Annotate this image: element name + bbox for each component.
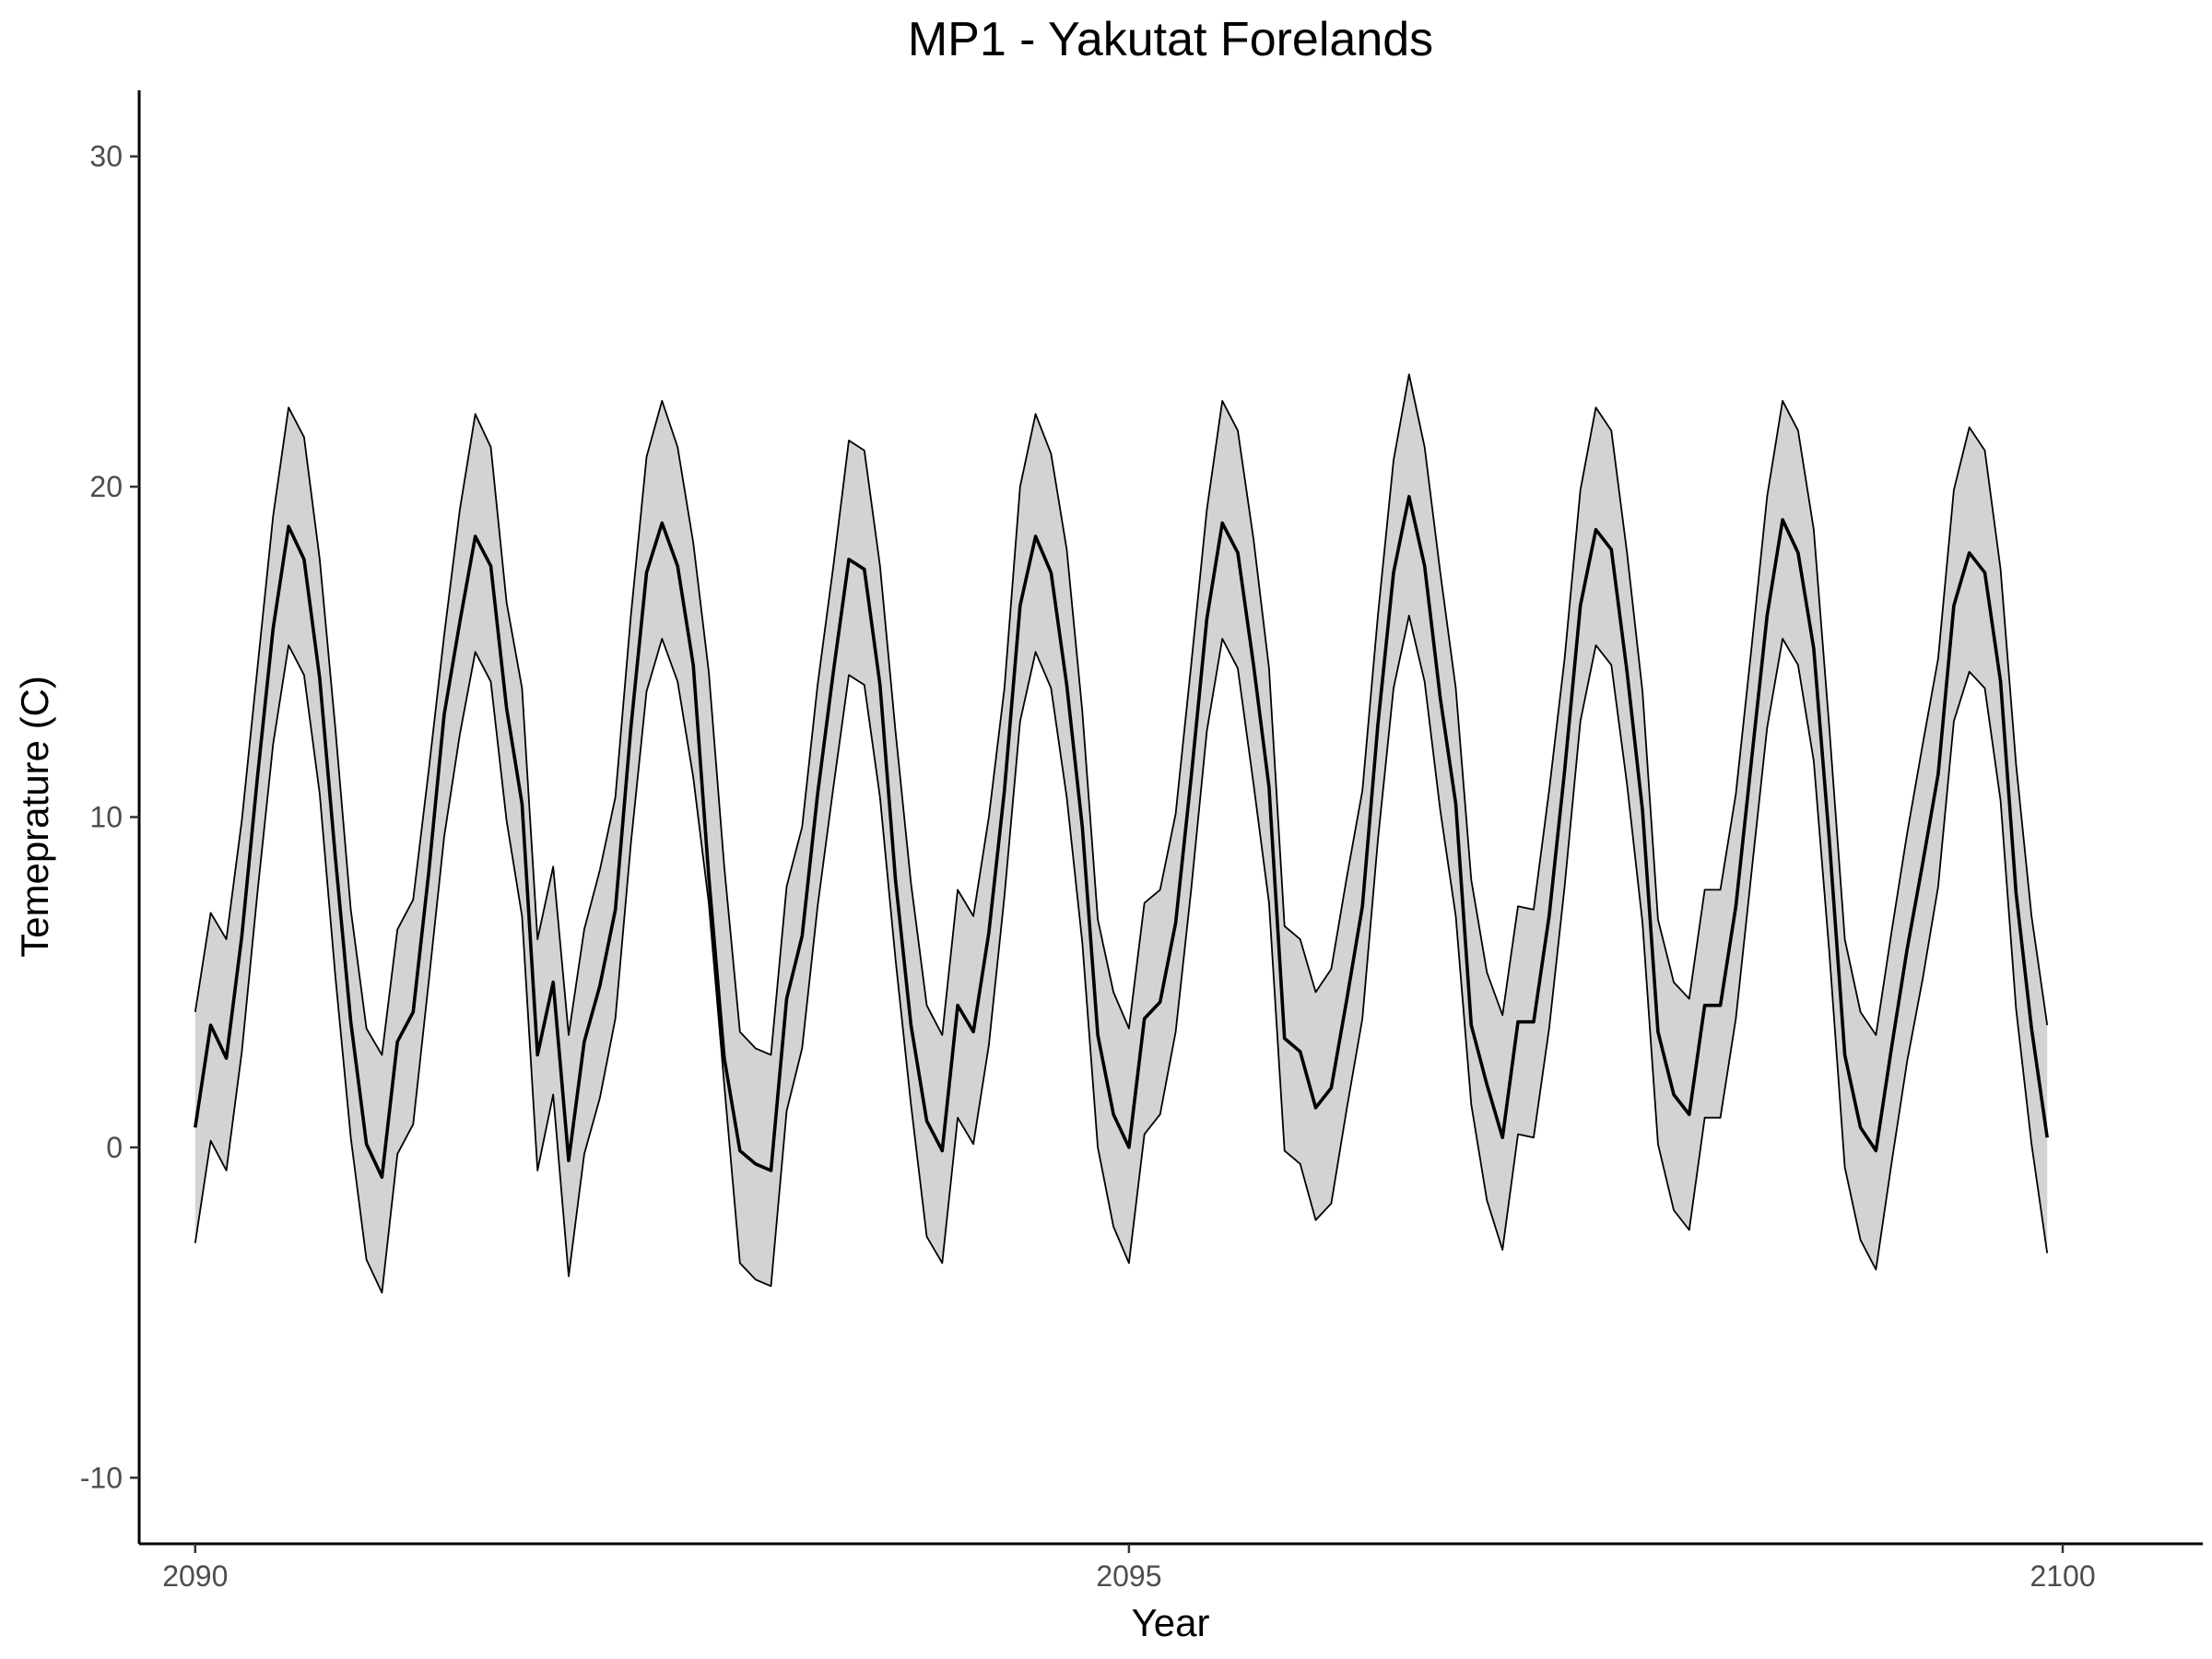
mean-temperature-line [194, 494, 2049, 1179]
x-tick-label: 2095 [1096, 1559, 1161, 1593]
y-tick-label: 10 [89, 801, 123, 834]
chart-title: MP1 - Yakutat Forelands [908, 13, 1433, 66]
lower-bound-line [194, 615, 2049, 1294]
x-axis-title: Year [1132, 1601, 1210, 1644]
x-tick-label: 2090 [162, 1559, 228, 1593]
y-tick-label: 20 [89, 470, 123, 503]
confidence-band [194, 374, 2048, 1293]
y-tick-label: 0 [106, 1131, 123, 1164]
y-tick-label: -10 [80, 1461, 123, 1494]
x-tick-label: 2100 [2030, 1559, 2095, 1593]
y-axis-ticks: -10 0 10 20 30 [80, 140, 139, 1494]
upper-bound-line [194, 373, 2049, 1056]
x-axis-ticks: 2090 2095 2100 [162, 1544, 2096, 1593]
y-tick-label: 30 [89, 140, 123, 173]
plot-area [194, 373, 2049, 1294]
y-axis-title: Temeprature (C) [13, 676, 56, 958]
